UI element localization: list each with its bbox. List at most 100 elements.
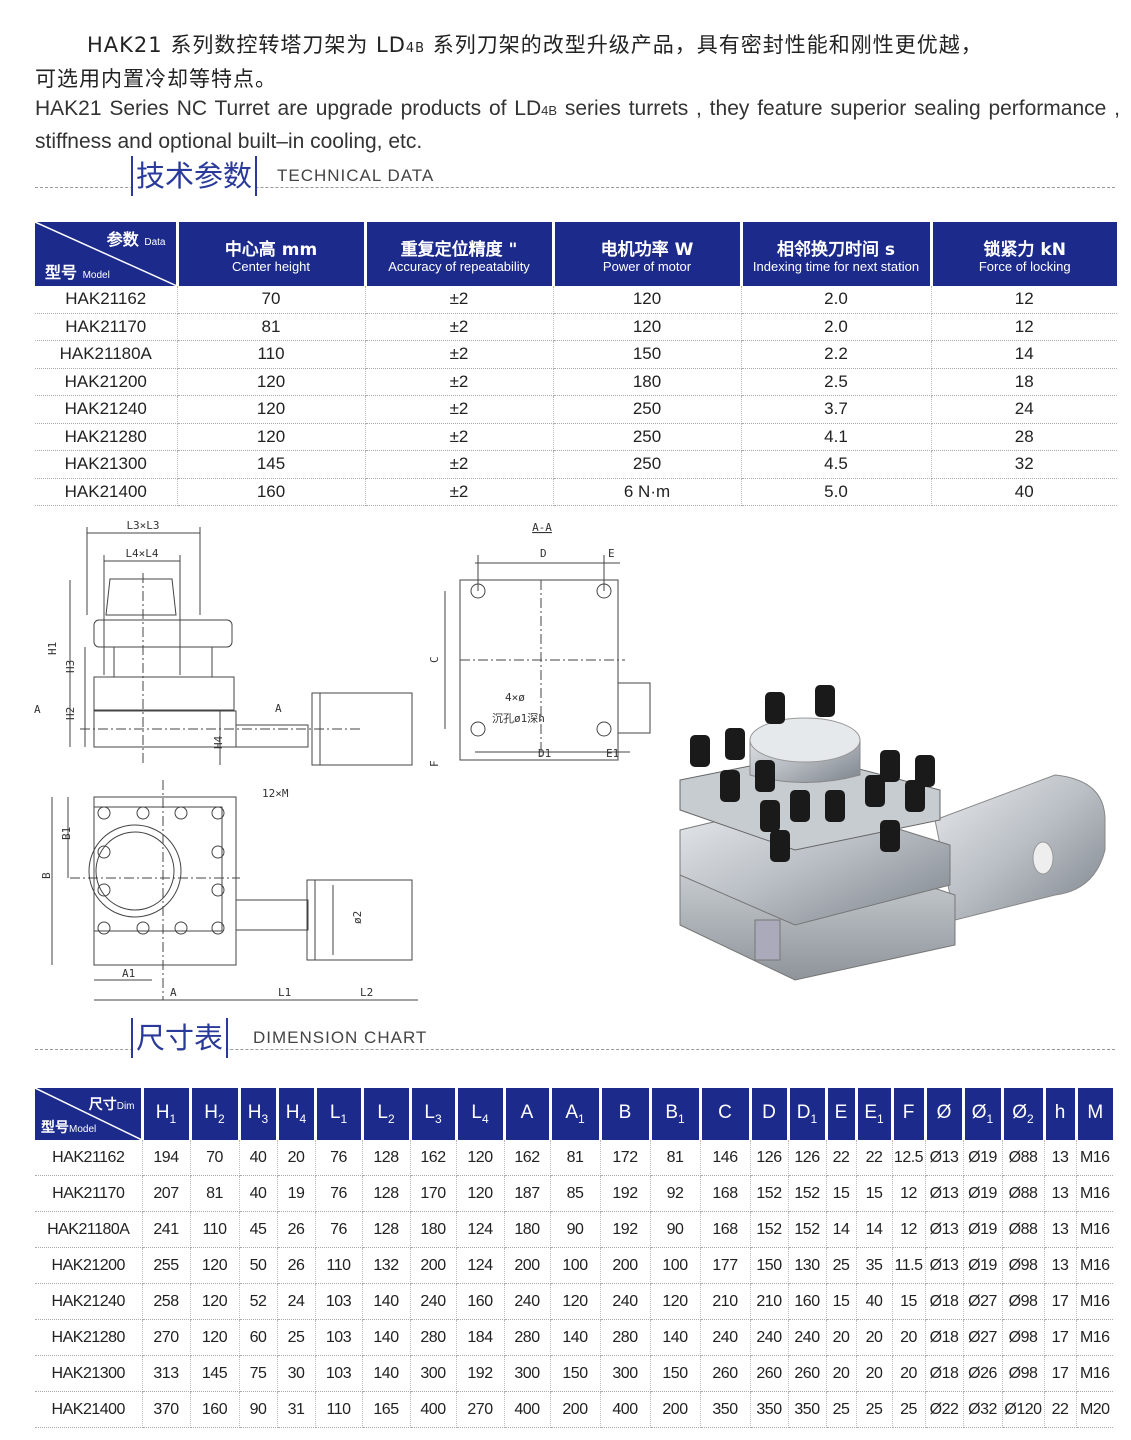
table-cell: 162 — [504, 1140, 551, 1176]
header-subscript: 1 — [986, 1111, 994, 1126]
table-row: HAK21280 270 120 60 25 103 140 280 184 280 140 280 1… — [35, 1319, 1113, 1356]
table-row: HAK21180A 241 110 45 26 76 128 180 124 180 90 192 90… — [35, 1211, 1113, 1248]
table-cell: Ø13 — [925, 1211, 964, 1248]
table-cell: 12 — [931, 313, 1117, 341]
table-cell: 250 — [553, 450, 742, 479]
column-header: A — [504, 1088, 552, 1140]
column-header: 中心高 mm Center height — [177, 222, 367, 286]
table-cell: 192 — [600, 1211, 651, 1248]
clamping-bolt — [765, 692, 785, 724]
model-cell: HAK21170 — [35, 313, 178, 341]
header-subscript: 1 — [678, 1111, 685, 1126]
column-header: Ø1 — [963, 1088, 1004, 1140]
header-en: Accuracy of repeatability — [388, 258, 530, 274]
table-cell: Ø19 — [963, 1140, 1003, 1176]
table-cell: 110 — [315, 1247, 363, 1284]
table-cell: 15 — [856, 1175, 893, 1212]
table-cell: 3.7 — [741, 395, 932, 424]
table-cell: 18 — [931, 368, 1117, 396]
header-subscript: 1 — [340, 1111, 348, 1126]
intro-zh-line2: 可选用内置冷却等特点。 — [35, 67, 277, 91]
header-subscript: 2 — [218, 1111, 225, 1126]
table-cell: Ø19 — [963, 1175, 1003, 1212]
table-cell: 2.5 — [741, 368, 932, 396]
table-cell: 255 — [142, 1247, 191, 1284]
clamping-bolt — [760, 800, 780, 832]
table-cell: 76 — [315, 1140, 363, 1176]
table-cell: 160 — [190, 1391, 240, 1428]
column-header: 相邻换刀时间 s Indexing time for next station — [741, 222, 933, 286]
header-subscript: 1 — [810, 1111, 818, 1126]
column-header: E1 — [856, 1088, 894, 1140]
table-cell: 240 — [788, 1319, 827, 1356]
label-h1: H1 — [46, 642, 59, 655]
table-cell: 140 — [362, 1355, 411, 1392]
header-symbol: H — [204, 1102, 219, 1124]
clamping-bolt — [880, 750, 900, 782]
table-cell: 13 — [1044, 1175, 1077, 1212]
table-row: HAK21162 194 70 40 20 76 128 162 120 162 81 172 81 14… — [35, 1140, 1113, 1176]
clamping-bolt — [905, 780, 925, 812]
table-row: HAK21180A 110 ±2 150 2.2 14 — [35, 340, 1117, 369]
table-cell: 168 — [700, 1211, 751, 1248]
table-cell: 300 — [504, 1355, 551, 1392]
section-title-en: TECHNICAL DATA — [277, 166, 435, 185]
table-cell: ±2 — [365, 368, 554, 396]
table-cell: Ø88 — [1002, 1175, 1045, 1212]
table-cell: 350 — [700, 1391, 751, 1428]
divider — [35, 187, 1115, 188]
technical-data-table: 参数 Data 型号 Model 中心高 mm Center height 重复定位… — [35, 222, 1117, 506]
table-cell: 81 — [650, 1140, 701, 1176]
table-cell: 240 — [600, 1283, 651, 1320]
table-cell: 400 — [504, 1391, 551, 1428]
table-cell: 2.2 — [741, 340, 932, 369]
table-cell: 400 — [410, 1391, 457, 1428]
table-cell: 6 N·m — [553, 478, 742, 506]
label-holes: 4×ø — [505, 691, 525, 704]
table-cell: 81 — [550, 1140, 601, 1176]
table-cell: 130 — [788, 1247, 827, 1284]
table-cell: 140 — [650, 1319, 701, 1356]
table-cell: 90 — [550, 1211, 601, 1248]
clamping-bolt — [880, 820, 900, 852]
dimension-section-header: 尺寸表 DIMENSION CHART — [35, 1010, 1115, 1058]
table-cell: 260 — [700, 1355, 751, 1392]
table-cell: 52 — [239, 1283, 278, 1320]
label-e1: E1 — [606, 747, 619, 760]
header-subscript: 1 — [578, 1111, 585, 1126]
table-cell: Ø13 — [925, 1175, 964, 1212]
table-cell: 11.5 — [892, 1247, 926, 1284]
table-cell: 258 — [142, 1283, 191, 1320]
table-cell: M16 — [1076, 1355, 1113, 1392]
section-title-zh: 技术参数 — [131, 156, 258, 196]
table-cell: Ø98 — [1002, 1355, 1045, 1392]
table-cell: 126 — [750, 1140, 789, 1176]
header-symbol: E — [834, 1102, 848, 1124]
column-header: B1 — [650, 1088, 702, 1140]
corner-bottom-en: Model — [69, 1124, 97, 1135]
table-cell: 31 — [277, 1391, 316, 1428]
table-cell: Ø120 — [1002, 1391, 1045, 1428]
label-l1: L1 — [278, 986, 291, 999]
bolt-hole — [211, 845, 225, 859]
intro-zh-text: HAK21 系列数控转塔刀架为 LD — [87, 33, 406, 57]
label-l2: L2 — [360, 986, 373, 999]
table-cell: 160 — [456, 1283, 505, 1320]
column-header: M — [1076, 1088, 1113, 1140]
table-cell: Ø98 — [1002, 1247, 1045, 1284]
table-cell: 60 — [239, 1319, 278, 1356]
bolt-hole — [174, 921, 188, 935]
header-symbol: F — [902, 1102, 915, 1124]
model-cell: HAK21200 — [35, 368, 178, 396]
header-symbol: C — [718, 1102, 732, 1124]
header-zh: 重复定位精度 " — [400, 239, 518, 260]
table-row: HAK21280 120 ±2 250 4.1 28 — [35, 423, 1117, 451]
column-header: E — [826, 1088, 858, 1140]
table-cell: 20 — [856, 1319, 893, 1356]
table-cell: 14 — [856, 1211, 893, 1248]
clamping-bolt — [720, 770, 740, 802]
table-cell: 120 — [190, 1319, 240, 1356]
table-cell: Ø19 — [963, 1247, 1003, 1284]
table-cell: 132 — [362, 1247, 411, 1284]
bolt-hole — [174, 806, 188, 820]
